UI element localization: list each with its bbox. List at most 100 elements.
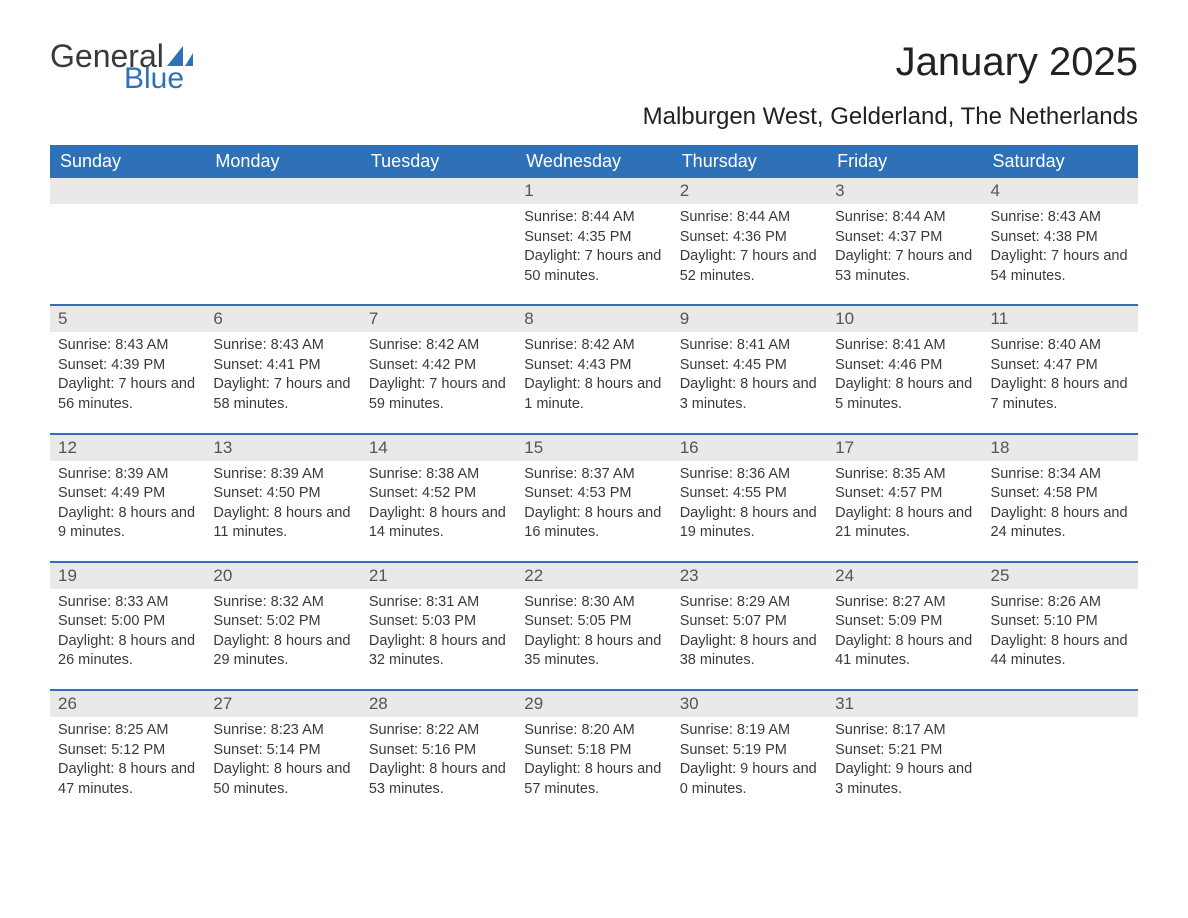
sunset-text: Sunset: 4:36 PM — [680, 228, 819, 248]
daylight-text: Daylight: 8 hours and 38 minutes. — [680, 632, 819, 671]
day-number: 30 — [672, 691, 827, 717]
day-cell: 15Sunrise: 8:37 AMSunset: 4:53 PMDayligh… — [516, 435, 671, 561]
day-cell: 17Sunrise: 8:35 AMSunset: 4:57 PMDayligh… — [827, 435, 982, 561]
day-body: Sunrise: 8:31 AMSunset: 5:03 PMDaylight:… — [361, 589, 516, 689]
week-row: 1Sunrise: 8:44 AMSunset: 4:35 PMDaylight… — [50, 178, 1138, 304]
sunrise-text: Sunrise: 8:34 AM — [991, 465, 1130, 485]
day-number: 18 — [983, 435, 1138, 461]
day-number: 19 — [50, 563, 205, 589]
day-body: Sunrise: 8:27 AMSunset: 5:09 PMDaylight:… — [827, 589, 982, 689]
day-header-row: SundayMondayTuesdayWednesdayThursdayFrid… — [50, 145, 1138, 178]
day-number: 12 — [50, 435, 205, 461]
day-body: Sunrise: 8:41 AMSunset: 4:45 PMDaylight:… — [672, 332, 827, 432]
daylight-text: Daylight: 8 hours and 7 minutes. — [991, 375, 1130, 414]
day-number: 6 — [205, 306, 360, 332]
day-number: 22 — [516, 563, 671, 589]
day-body: Sunrise: 8:23 AMSunset: 5:14 PMDaylight:… — [205, 717, 360, 817]
sunset-text: Sunset: 4:52 PM — [369, 484, 508, 504]
day-cell — [361, 178, 516, 304]
sunset-text: Sunset: 4:39 PM — [58, 356, 197, 376]
sunset-text: Sunset: 4:49 PM — [58, 484, 197, 504]
daylight-text: Daylight: 8 hours and 5 minutes. — [835, 375, 974, 414]
daylight-text: Daylight: 8 hours and 44 minutes. — [991, 632, 1130, 671]
sunset-text: Sunset: 4:57 PM — [835, 484, 974, 504]
sunrise-text: Sunrise: 8:42 AM — [369, 336, 508, 356]
sunrise-text: Sunrise: 8:43 AM — [213, 336, 352, 356]
daylight-text: Daylight: 8 hours and 35 minutes. — [524, 632, 663, 671]
day-number: 9 — [672, 306, 827, 332]
sunrise-text: Sunrise: 8:44 AM — [835, 208, 974, 228]
sunrise-text: Sunrise: 8:36 AM — [680, 465, 819, 485]
brand-word-blue: Blue — [124, 64, 193, 94]
day-cell: 2Sunrise: 8:44 AMSunset: 4:36 PMDaylight… — [672, 178, 827, 304]
day-number: 25 — [983, 563, 1138, 589]
day-body: Sunrise: 8:34 AMSunset: 4:58 PMDaylight:… — [983, 461, 1138, 561]
day-number: 21 — [361, 563, 516, 589]
sunset-text: Sunset: 5:21 PM — [835, 741, 974, 761]
week-row: 12Sunrise: 8:39 AMSunset: 4:49 PMDayligh… — [50, 433, 1138, 561]
daylight-text: Daylight: 8 hours and 50 minutes. — [213, 760, 352, 799]
day-body — [983, 717, 1138, 739]
daylight-text: Daylight: 7 hours and 53 minutes. — [835, 247, 974, 286]
sunset-text: Sunset: 4:35 PM — [524, 228, 663, 248]
day-cell: 6Sunrise: 8:43 AMSunset: 4:41 PMDaylight… — [205, 306, 360, 432]
day-cell — [205, 178, 360, 304]
day-cell: 5Sunrise: 8:43 AMSunset: 4:39 PMDaylight… — [50, 306, 205, 432]
day-body: Sunrise: 8:32 AMSunset: 5:02 PMDaylight:… — [205, 589, 360, 689]
sunset-text: Sunset: 5:09 PM — [835, 612, 974, 632]
sunrise-text: Sunrise: 8:29 AM — [680, 593, 819, 613]
day-cell: 30 Sunrise: 8:19 AMSunset: 5:19 PMDayligh… — [672, 691, 827, 817]
sunset-text: Sunset: 4:47 PM — [991, 356, 1130, 376]
month-title: January 2025 — [643, 40, 1138, 85]
sunset-text: Sunset: 5:12 PM — [58, 741, 197, 761]
day-number — [983, 691, 1138, 717]
day-body: Sunrise: 8:38 AMSunset: 4:52 PMDaylight:… — [361, 461, 516, 561]
daylight-text: Daylight: 8 hours and 41 minutes. — [835, 632, 974, 671]
day-body: Sunrise: 8:41 AMSunset: 4:46 PMDaylight:… — [827, 332, 982, 432]
day-number: 17 — [827, 435, 982, 461]
sunrise-text: Sunrise: 8:37 AM — [524, 465, 663, 485]
day-body: Sunrise: 8:37 AMSunset: 4:53 PMDaylight:… — [516, 461, 671, 561]
daylight-text: Daylight: 8 hours and 19 minutes. — [680, 504, 819, 543]
week-row: 19Sunrise: 8:33 AMSunset: 5:00 PMDayligh… — [50, 561, 1138, 689]
sunset-text: Sunset: 5:03 PM — [369, 612, 508, 632]
daylight-text: Daylight: 7 hours and 56 minutes. — [58, 375, 197, 414]
day-body: Sunrise: 8:42 AMSunset: 4:42 PMDaylight:… — [361, 332, 516, 432]
sunrise-text: Sunrise: 8:31 AM — [369, 593, 508, 613]
sunrise-text: Sunrise: 8:32 AM — [213, 593, 352, 613]
sunrise-text: Sunrise: 8:19 AM — [680, 721, 819, 741]
day-cell: 1Sunrise: 8:44 AMSunset: 4:35 PMDaylight… — [516, 178, 671, 304]
sunrise-text: Sunrise: 8:25 AM — [58, 721, 197, 741]
sunrise-text: Sunrise: 8:26 AM — [991, 593, 1130, 613]
sunrise-text: Sunrise: 8:27 AM — [835, 593, 974, 613]
daylight-text: Daylight: 9 hours and 0 minutes. — [680, 760, 819, 799]
sunset-text: Sunset: 4:45 PM — [680, 356, 819, 376]
day-cell: 16Sunrise: 8:36 AMSunset: 4:55 PMDayligh… — [672, 435, 827, 561]
sunrise-text: Sunrise: 8:30 AM — [524, 593, 663, 613]
sunset-text: Sunset: 5:07 PM — [680, 612, 819, 632]
day-number: 23 — [672, 563, 827, 589]
week-row: 5Sunrise: 8:43 AMSunset: 4:39 PMDaylight… — [50, 304, 1138, 432]
day-number: 28 — [361, 691, 516, 717]
sunset-text: Sunset: 5:05 PM — [524, 612, 663, 632]
day-cell: 28Sunrise: 8:22 AMSunset: 5:16 PMDayligh… — [361, 691, 516, 817]
day-number: 14 — [361, 435, 516, 461]
day-cell: 12Sunrise: 8:39 AMSunset: 4:49 PMDayligh… — [50, 435, 205, 561]
day-cell: 26Sunrise: 8:25 AMSunset: 5:12 PMDayligh… — [50, 691, 205, 817]
day-body: Sunrise: 8:39 AMSunset: 4:49 PMDaylight:… — [50, 461, 205, 561]
day-cell: 18Sunrise: 8:34 AMSunset: 4:58 PMDayligh… — [983, 435, 1138, 561]
sunrise-text: Sunrise: 8:23 AM — [213, 721, 352, 741]
sunrise-text: Sunrise: 8:41 AM — [835, 336, 974, 356]
day-number — [361, 178, 516, 204]
sunset-text: Sunset: 5:19 PM — [680, 741, 819, 761]
day-header: Wednesday — [516, 145, 671, 178]
sunset-text: Sunset: 4:41 PM — [213, 356, 352, 376]
sunset-text: Sunset: 4:38 PM — [991, 228, 1130, 248]
day-number: 31 — [827, 691, 982, 717]
daylight-text: Daylight: 7 hours and 59 minutes. — [369, 375, 508, 414]
day-header: Sunday — [50, 145, 205, 178]
sunset-text: Sunset: 5:14 PM — [213, 741, 352, 761]
day-number: 27 — [205, 691, 360, 717]
day-body: Sunrise: 8:43 AMSunset: 4:38 PMDaylight:… — [983, 204, 1138, 304]
sunrise-text: Sunrise: 8:44 AM — [524, 208, 663, 228]
